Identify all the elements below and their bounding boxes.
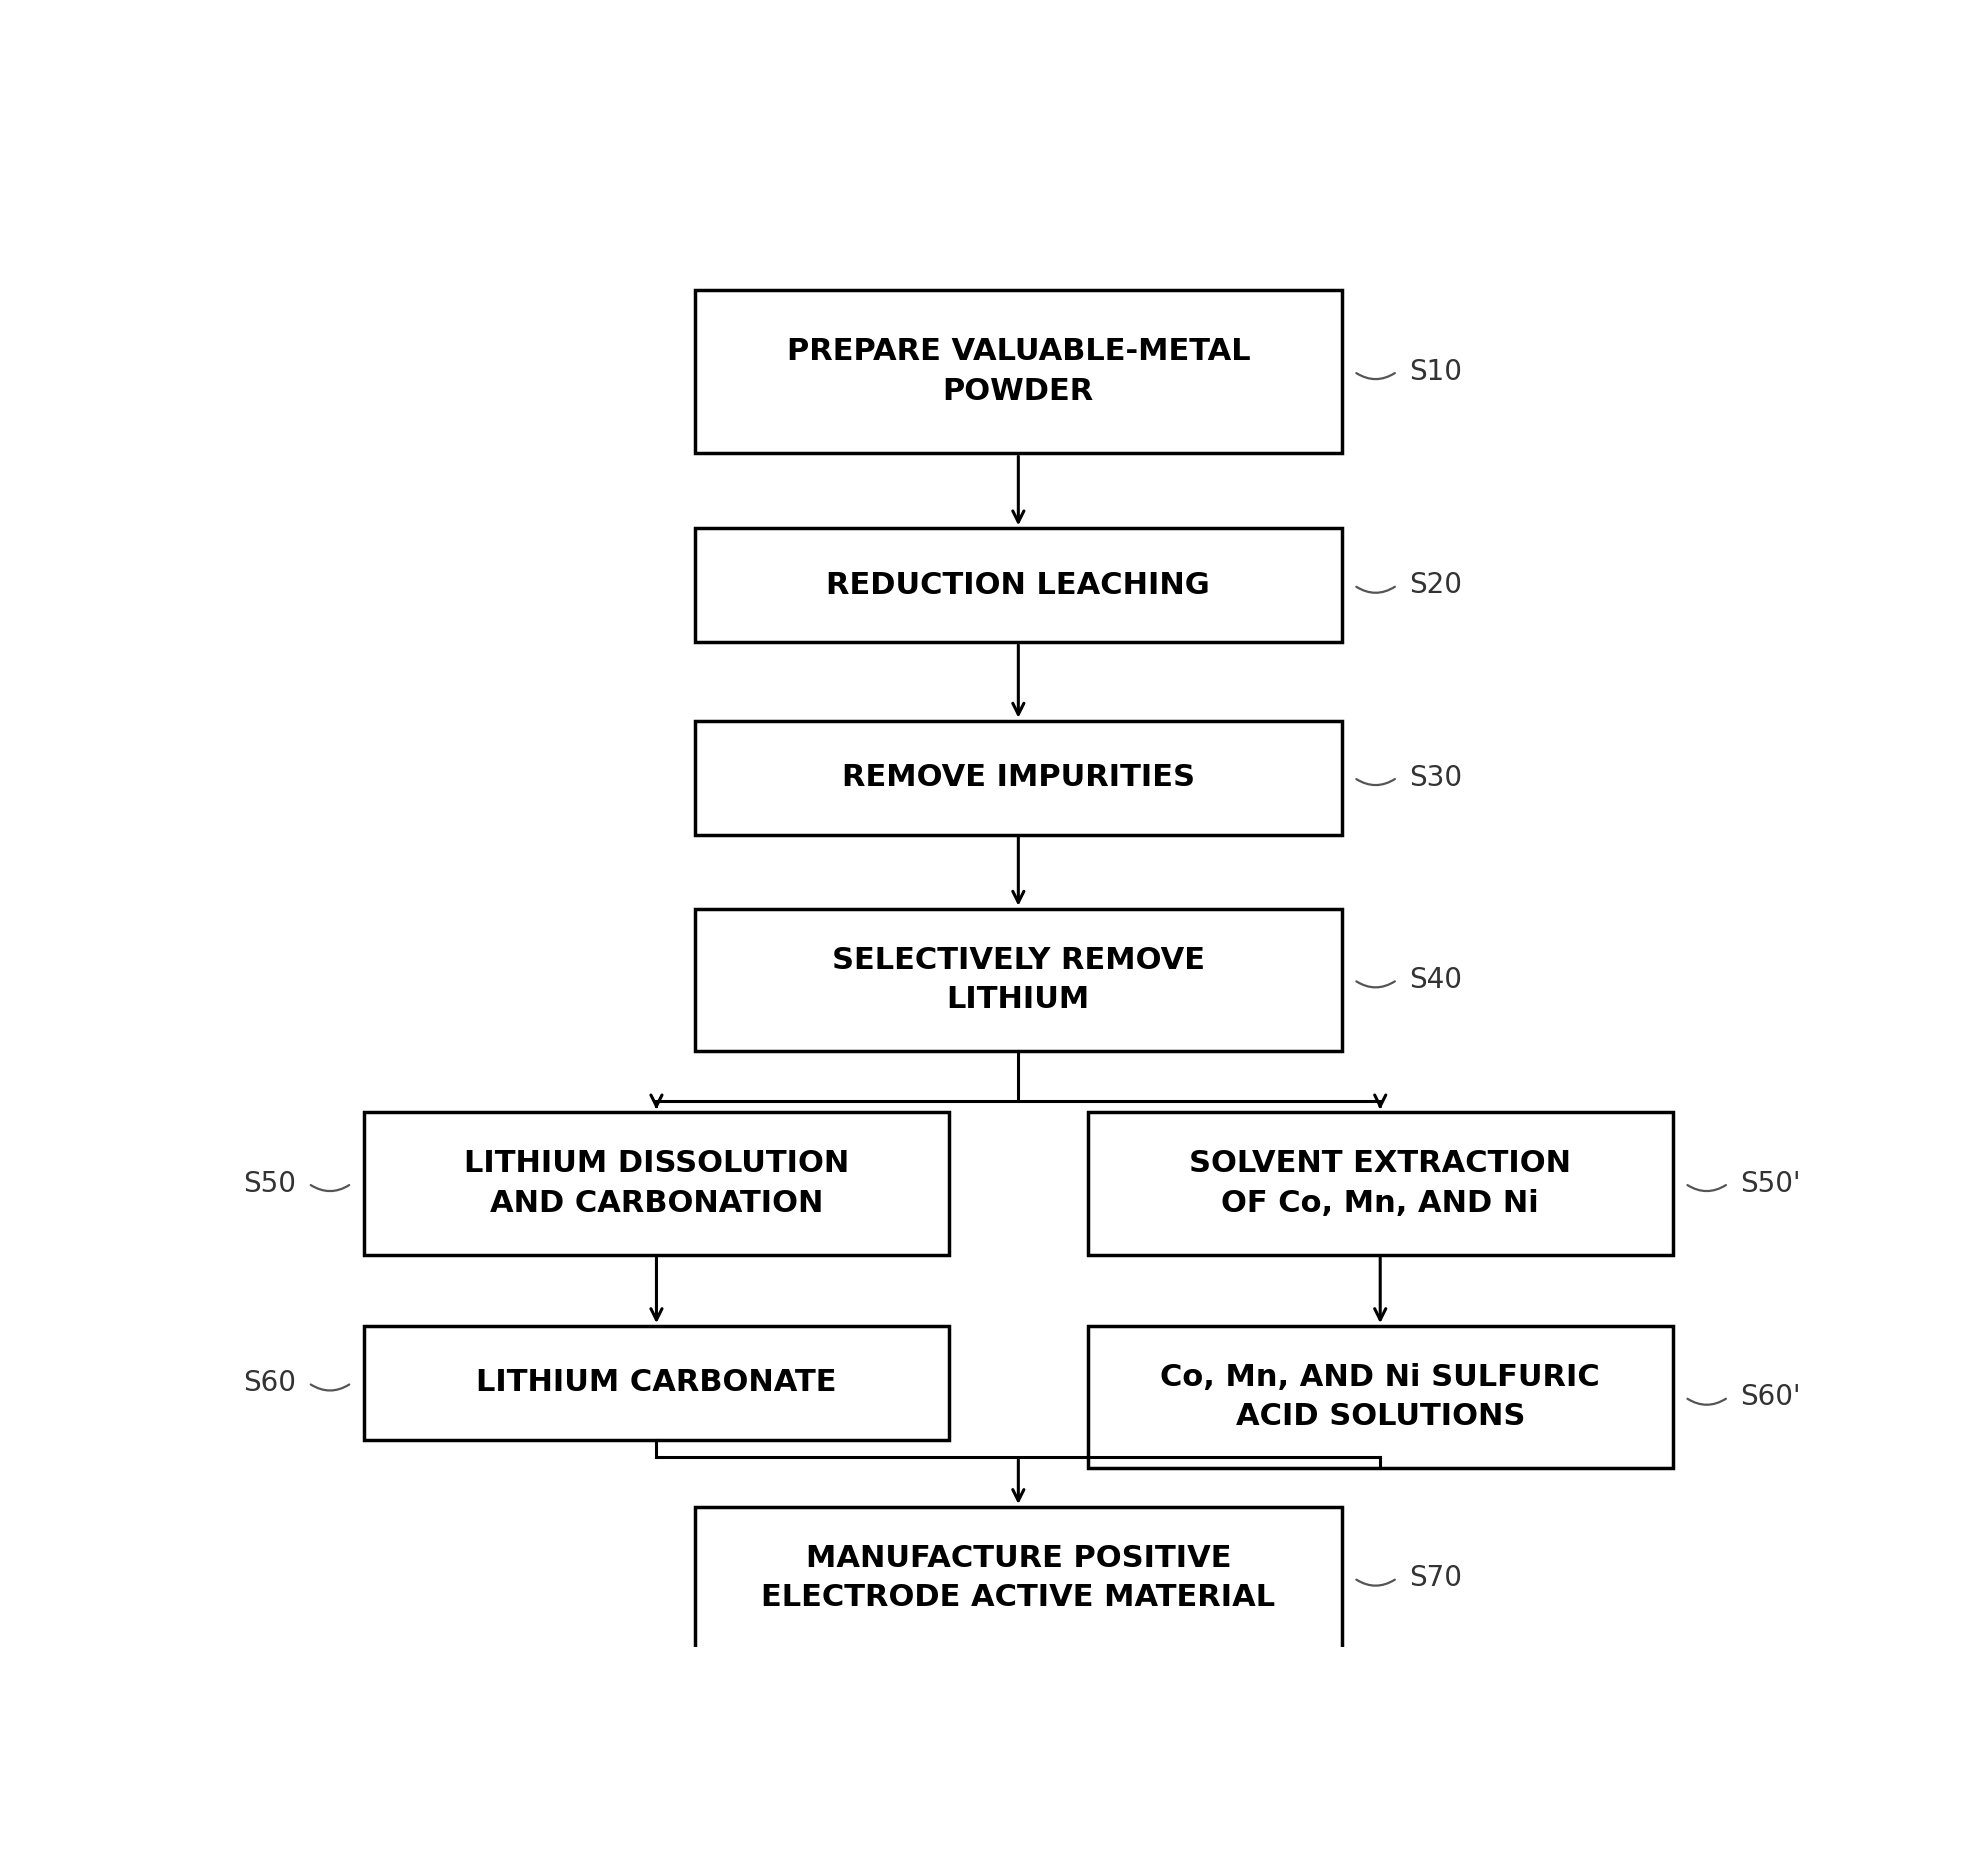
Bar — [364, 1112, 950, 1254]
Text: S50': S50' — [1741, 1169, 1800, 1197]
Text: S60': S60' — [1741, 1384, 1800, 1412]
Text: S70: S70 — [1409, 1563, 1462, 1593]
Text: S60: S60 — [242, 1369, 296, 1397]
Text: REDUCTION LEACHING: REDUCTION LEACHING — [827, 572, 1210, 599]
Text: SELECTIVELY REMOVE
LITHIUM: SELECTIVELY REMOVE LITHIUM — [833, 945, 1204, 1014]
Text: S40: S40 — [1409, 966, 1462, 993]
Text: S20: S20 — [1409, 572, 1462, 599]
Text: S30: S30 — [1409, 764, 1462, 792]
Text: Co, Mn, AND Ni SULFURIC
ACID SOLUTIONS: Co, Mn, AND Ni SULFURIC ACID SOLUTIONS — [1160, 1363, 1600, 1432]
Text: LITHIUM DISSOLUTION
AND CARBONATION: LITHIUM DISSOLUTION AND CARBONATION — [463, 1149, 848, 1217]
Text: REMOVE IMPURITIES: REMOVE IMPURITIES — [842, 762, 1194, 792]
Bar — [695, 908, 1341, 1051]
Text: S10: S10 — [1409, 357, 1462, 385]
Bar — [695, 1508, 1341, 1650]
Text: SOLVENT EXTRACTION
OF Co, Mn, AND Ni: SOLVENT EXTRACTION OF Co, Mn, AND Ni — [1190, 1149, 1572, 1217]
Bar — [1087, 1326, 1673, 1469]
Text: S50: S50 — [242, 1169, 296, 1197]
Text: MANUFACTURE POSITIVE
ELECTRODE ACTIVE MATERIAL: MANUFACTURE POSITIVE ELECTRODE ACTIVE MA… — [761, 1545, 1276, 1613]
Text: PREPARE VALUABLE-METAL
POWDER: PREPARE VALUABLE-METAL POWDER — [787, 337, 1250, 405]
Bar — [1087, 1112, 1673, 1254]
Bar — [695, 290, 1341, 453]
Text: LITHIUM CARBONATE: LITHIUM CARBONATE — [477, 1369, 837, 1397]
Bar — [695, 529, 1341, 642]
Bar — [695, 722, 1341, 834]
Bar — [364, 1326, 950, 1439]
